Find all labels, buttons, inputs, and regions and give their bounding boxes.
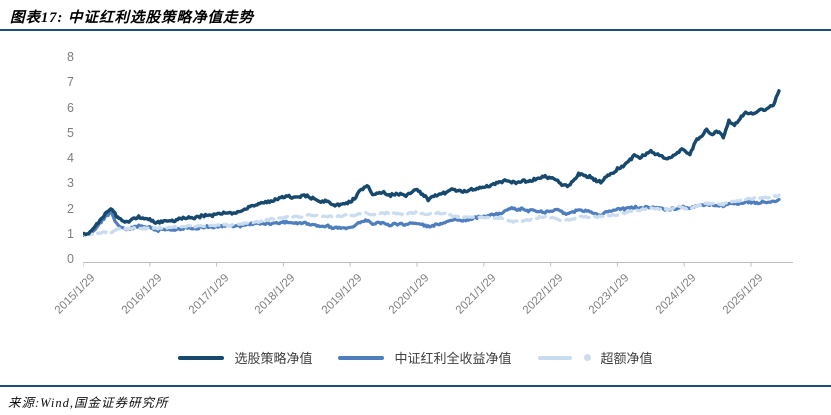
x-tick-label: 2016/1/29	[119, 272, 165, 317]
excess-line-marker-icon	[537, 355, 572, 360]
top-divider	[0, 29, 831, 31]
bottom-divider	[0, 385, 831, 387]
legend-item-strategy: 选股策略净值	[178, 348, 312, 367]
series-line-1	[83, 197, 781, 238]
y-tick-label: 6	[67, 100, 74, 115]
x-tick-label: 2020/1/29	[386, 272, 432, 317]
y-tick-label: 4	[67, 151, 74, 165]
y-tick-label: 1	[67, 226, 74, 241]
legend-item-index: 中证红利全收益净值	[338, 348, 512, 367]
x-tick-label: 2023/1/29	[587, 272, 632, 317]
index-line-marker-icon	[338, 355, 385, 360]
x-tick-label: 2018/1/29	[253, 272, 298, 317]
x-tick-label: 2024/1/29	[654, 272, 699, 317]
x-tick-label: 2017/1/29	[186, 272, 232, 317]
y-tick-label: 7	[67, 75, 74, 90]
series-line-0	[83, 89, 781, 237]
chart-legend: 选股策略净值 中证红利全收益净值 超额净值	[0, 348, 831, 367]
x-tick-label: 2022/1/29	[520, 272, 566, 317]
y-tick-label: 0	[67, 252, 74, 266]
legend-item-excess: 超额净值	[537, 348, 653, 367]
y-tick-label: 5	[67, 125, 74, 140]
x-tick-label: 2015/1/29	[52, 272, 98, 317]
y-tick-label: 2	[67, 201, 74, 216]
x-tick-label: 2021/1/29	[453, 272, 499, 317]
source-note: 来源:Wind,国金证券研究所	[8, 396, 169, 410]
series-line-2	[83, 193, 781, 237]
x-tick-label: 2025/1/29	[720, 272, 766, 317]
figure-title: 图表17: 中证红利选股策略净值走势	[10, 10, 254, 26]
x-tick-label: 2019/1/29	[320, 272, 365, 317]
legend-label-excess: 超额净值	[600, 351, 653, 366]
excess-dot-marker-icon	[583, 354, 591, 361]
y-tick-label: 3	[67, 176, 74, 191]
y-tick-label: 8	[67, 50, 74, 64]
plot-area	[83, 89, 793, 267]
legend-label-index: 中证红利全收益净值	[394, 351, 512, 366]
legend-label-strategy: 选股策略净值	[234, 351, 313, 366]
strategy-line-marker-icon	[178, 355, 225, 360]
